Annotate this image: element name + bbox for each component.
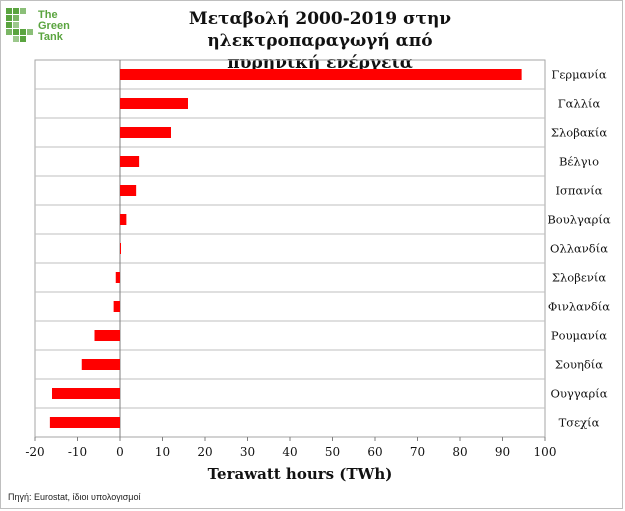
bar-6 bbox=[120, 214, 127, 225]
chart-title-line1: Μεταβολή 2000-2019 στην ηλεκτροπαραγωγή … bbox=[188, 9, 452, 51]
x-tick-label: 70 bbox=[410, 445, 425, 459]
bar-3 bbox=[120, 127, 171, 138]
category-label: Σουηδία bbox=[555, 358, 603, 372]
bar-7 bbox=[120, 243, 121, 254]
x-tick-label: 30 bbox=[240, 445, 255, 459]
bar-10 bbox=[94, 330, 120, 341]
x-tick-label: 50 bbox=[325, 445, 340, 459]
bar-8 bbox=[115, 272, 120, 283]
x-tick-label: 90 bbox=[495, 445, 510, 459]
category-label: Σλοβακία bbox=[551, 126, 607, 140]
x-axis-label: Terawatt hours (TWh) bbox=[208, 465, 393, 483]
bar-12 bbox=[52, 388, 120, 399]
bar-13 bbox=[49, 417, 120, 428]
chart-title-line2: πυρηνική ενέργεια bbox=[227, 53, 413, 73]
category-label: Τσεχία bbox=[559, 416, 600, 430]
x-tick-label: -10 bbox=[68, 445, 87, 459]
category-label: Γερμανία bbox=[551, 68, 606, 82]
leaf-logo-icon bbox=[6, 8, 33, 42]
bar-5 bbox=[120, 185, 137, 196]
bar-2 bbox=[120, 98, 188, 109]
category-label: Σλοβενία bbox=[552, 271, 606, 285]
the-green-tank-logo: The Green Tank bbox=[4, 4, 104, 54]
category-label: Ουγγαρία bbox=[551, 387, 608, 401]
category-label: Γαλλία bbox=[558, 97, 601, 111]
category-label: Φινλανδία bbox=[548, 300, 610, 314]
x-tick-label: -20 bbox=[25, 445, 44, 459]
bar-1 bbox=[120, 69, 522, 80]
category-label: Βέλγιο bbox=[559, 155, 599, 169]
bar-9 bbox=[113, 301, 120, 312]
bar-4 bbox=[120, 156, 140, 167]
category-label: Ολλανδία bbox=[550, 242, 608, 256]
category-label: Ισπανία bbox=[556, 184, 603, 198]
chart-title: Μεταβολή 2000-2019 στην ηλεκτροπαραγωγή … bbox=[100, 8, 540, 74]
logo-wordmark: The Green Tank bbox=[38, 9, 70, 43]
x-tick-label: 60 bbox=[367, 445, 382, 459]
x-tick-label: 100 bbox=[534, 445, 557, 459]
x-tick-label: 40 bbox=[282, 445, 297, 459]
x-tick-label: 0 bbox=[116, 445, 124, 459]
x-tick-label: 10 bbox=[155, 445, 170, 459]
plot-area bbox=[34, 59, 546, 438]
category-label: Βουλγαρία bbox=[547, 213, 611, 227]
category-label: Ρουμανία bbox=[551, 329, 607, 343]
x-tick-label: 80 bbox=[452, 445, 467, 459]
source-note: Πηγή: Eurostat, ίδιοι υπολογισμοί bbox=[8, 492, 141, 502]
x-tick-label: 20 bbox=[197, 445, 212, 459]
bar-11 bbox=[81, 359, 120, 370]
